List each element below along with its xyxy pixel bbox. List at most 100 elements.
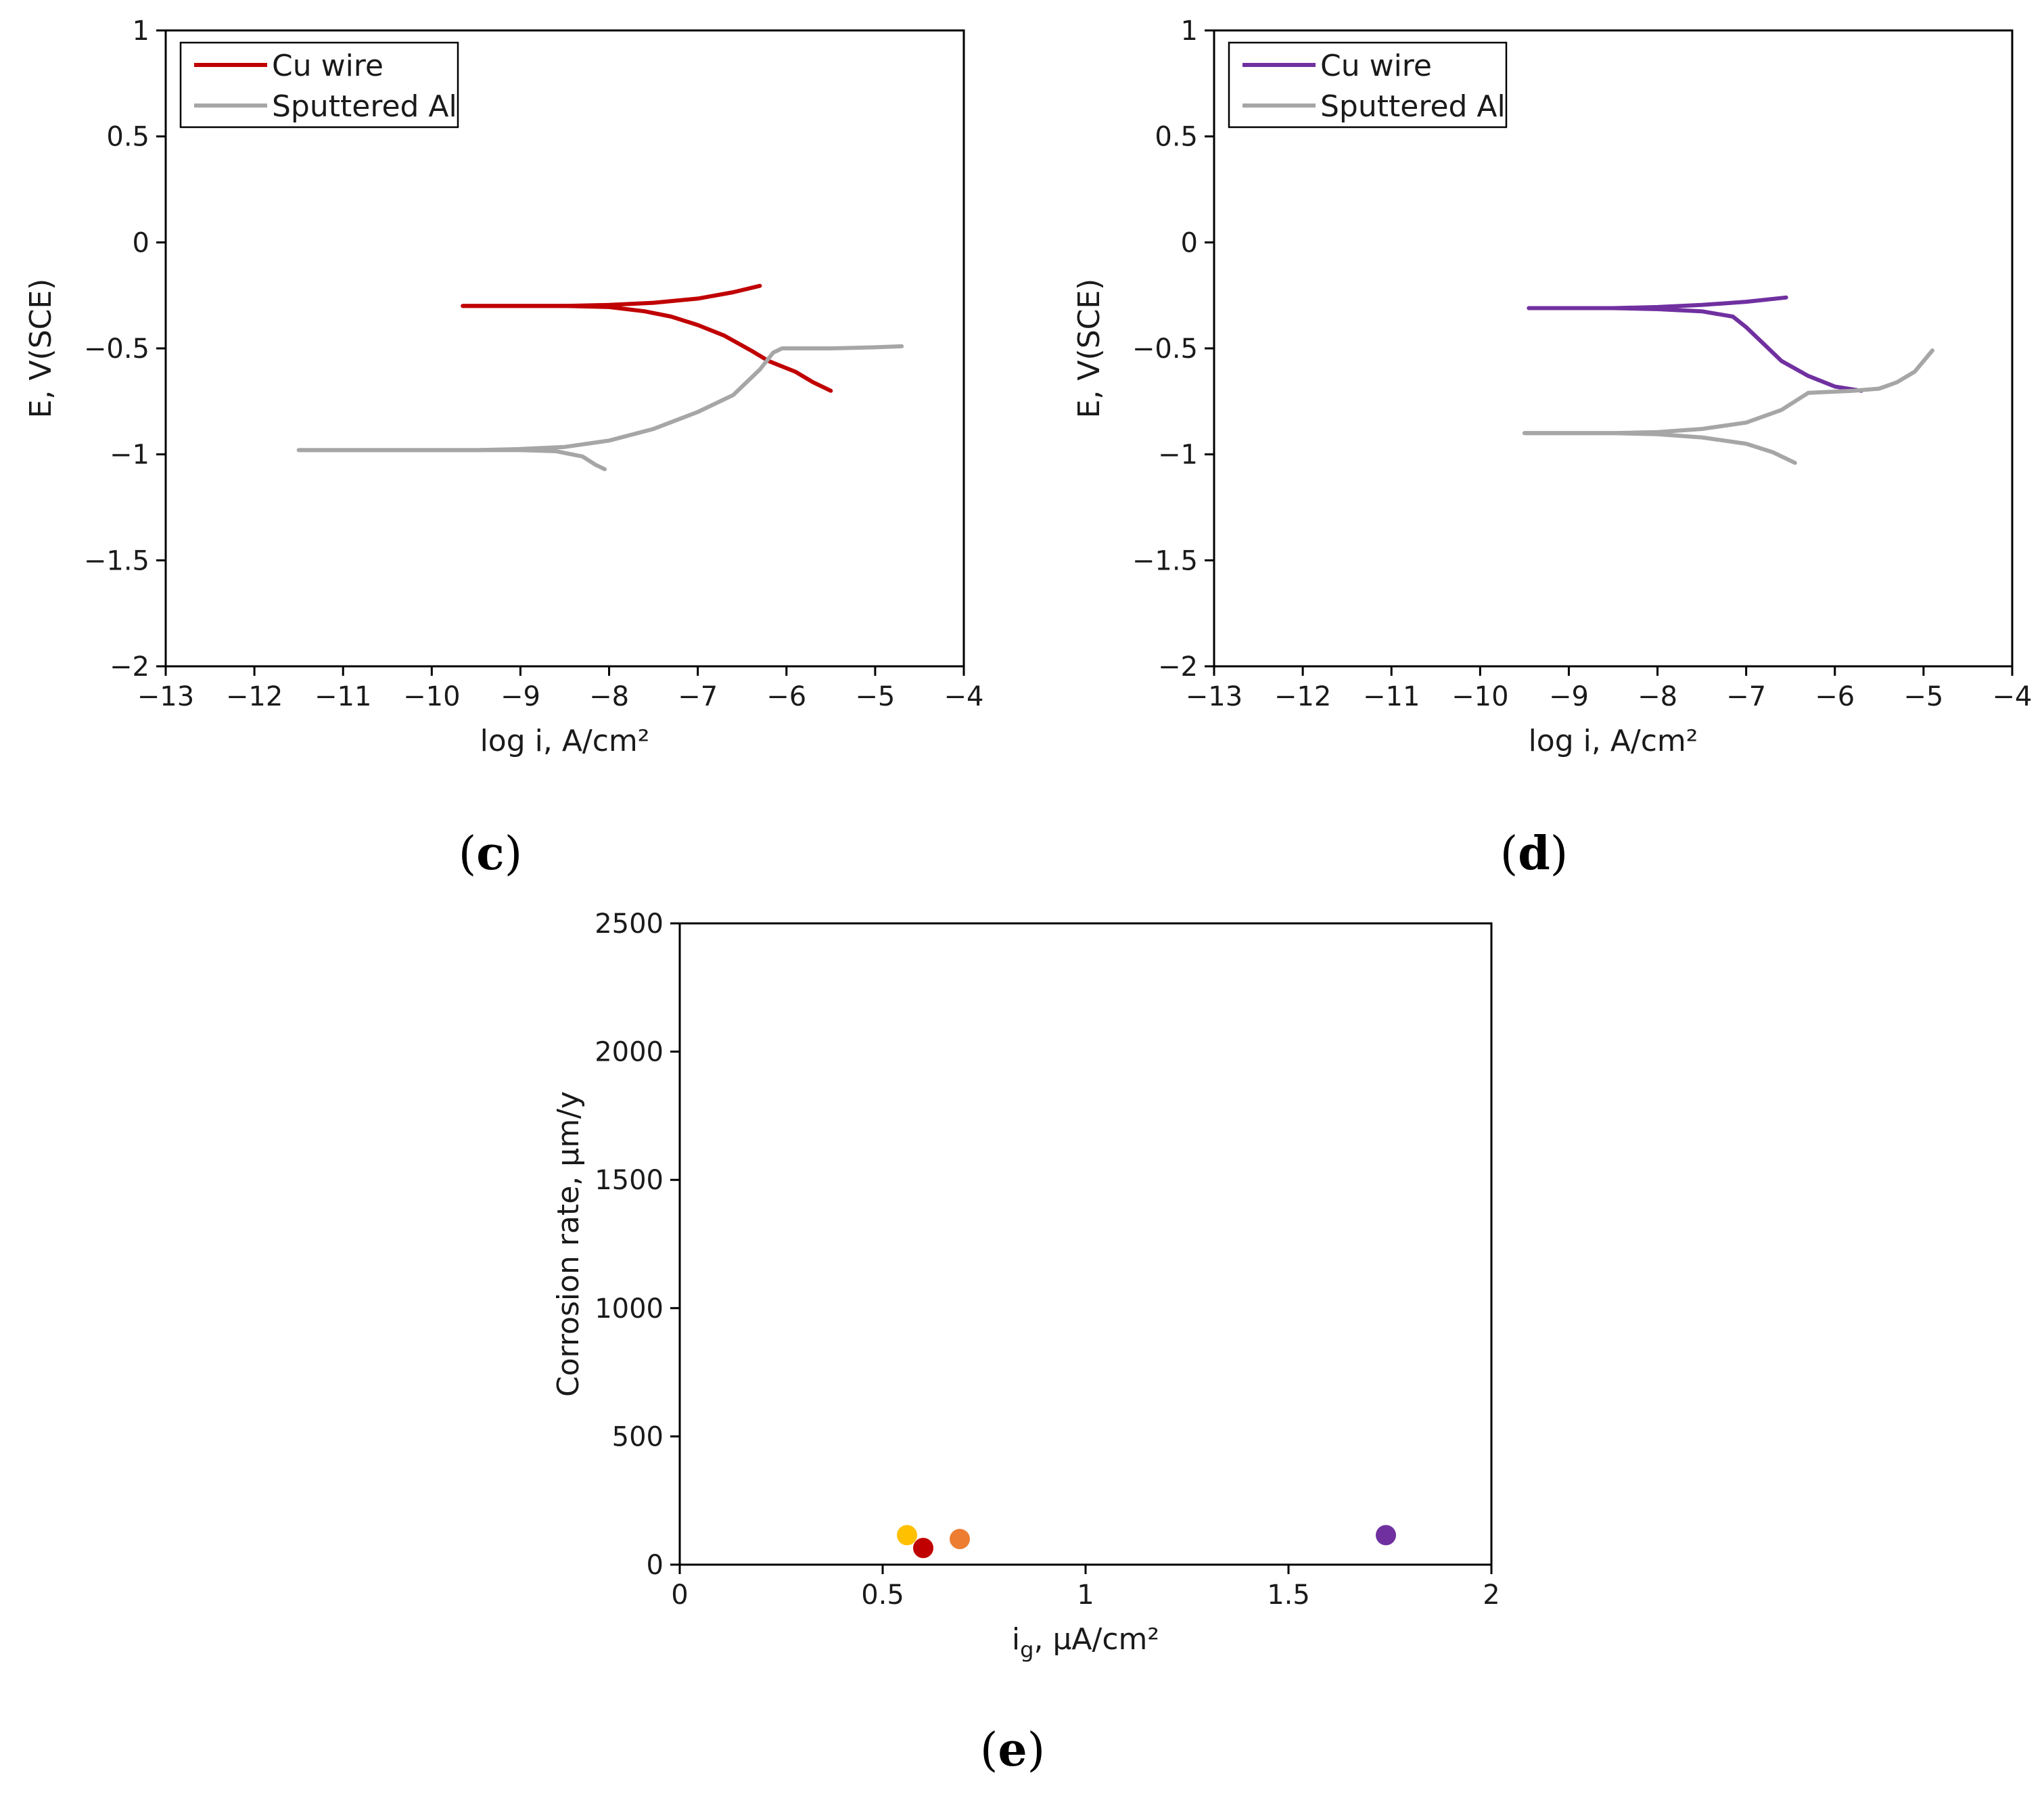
panel-e-y-tick-label: 2500: [595, 908, 664, 940]
panel-d-x-tick-label: −6: [1815, 681, 1855, 712]
panel-d-y-axis-label: E, V(SCE): [1072, 279, 1107, 419]
panel-e-y-axis-label: Corrosion rate, μm/y: [551, 1091, 586, 1397]
panel-d-x-tick-label: −7: [1726, 681, 1766, 712]
panel-c-legend: Cu wire Sputtered Al: [179, 41, 459, 129]
panel-e-x-tick-label: 0.5: [861, 1580, 904, 1611]
panel-d-y-tick-label: −0.5: [1132, 333, 1198, 365]
panel-c-y-tick-label: 1: [133, 16, 149, 47]
panel-c-series-sputtered-al-branch-0: [296, 344, 904, 453]
panel-c-x-tick-label: −7: [678, 681, 718, 712]
panel-c-y-axis-label: E, V(SCE): [24, 279, 58, 419]
panel-c-y-tick-label: −0.5: [84, 333, 149, 365]
panel-c-x-tick-label: −9: [501, 681, 540, 712]
panel-c-y-tick-label: −2: [110, 651, 149, 683]
panel-c-x-tick-label: −6: [766, 681, 806, 712]
panel-c-series-sputtered-al-branch-1: [296, 448, 607, 471]
panel-label-e-open: (: [980, 1724, 998, 1777]
panel-c-x-axis-label: log i, A/cm²: [480, 724, 650, 758]
panel-e-x-tick-label: 1.5: [1267, 1580, 1310, 1611]
panel-e-x-tick-label: 0: [671, 1580, 688, 1611]
panel-c-series-cu-wire-branch-0: [461, 283, 762, 308]
panel-label-c-letter: c: [476, 827, 504, 881]
panel-e-x-axis-label: ig, μA/cm²: [1012, 1622, 1159, 1663]
panel-label-e-close: ): [1027, 1724, 1046, 1777]
panel-d-y-tick-label: 0.5: [1155, 122, 1198, 153]
panel-c-ticks: [156, 29, 965, 676]
panel-d-legend: Cu wire Sputtered Al: [1228, 41, 1508, 129]
panel-d-chart: −13 −12 −11 −10 −9 −8 −7 −6 −5 −4 1 0.5 0 −0.5 −1 −1.5 −…: [1072, 16, 2032, 758]
panel-c-x-tick-label: −8: [589, 681, 629, 712]
panel-e-y-tick-label: 0: [647, 1550, 664, 1581]
panel-e-data-point: [1376, 1525, 1396, 1546]
panel-c-tick-labels: −13 −12 −11 −10 −9 −8 −7 −6 −5 −4 1 0.5 0 −0.5 −1 −1.5 −…: [84, 16, 984, 712]
panel-c-y-tick-label: −1: [110, 440, 149, 471]
panel-c-y-tick-label: −1.5: [84, 545, 149, 576]
panel-d-y-tick-label: −1.5: [1132, 545, 1198, 576]
panel-c-legend-label-cu-wire: Cu wire: [272, 49, 384, 83]
panel-d-y-tick-label: 1: [1181, 16, 1198, 47]
panel-c-plot-frame: [164, 29, 965, 668]
panel-d-x-tick-label: −4: [1993, 681, 2033, 712]
panel-e-points: [897, 1525, 1396, 1559]
panel-e-chart: 0 0.5 1 1.5 2 0 500 1000 1500 2000 2500 ig, μA/cm²…: [551, 908, 1500, 1663]
panel-d-legend-label-sputtered-al: Sputtered Al: [1320, 89, 1506, 124]
panel-d-x-axis-label: log i, A/cm²: [1529, 724, 1698, 758]
panel-d-series-cu-wire-branch-1: [1527, 306, 1864, 393]
panel-d-tick-labels: −13 −12 −11 −10 −9 −8 −7 −6 −5 −4 1 0.5 0 −0.5 −1 −1.5 −…: [1132, 16, 2033, 712]
panel-e-x-axis-label-main: i: [1012, 1622, 1020, 1657]
panel-d-y-tick-label: 0: [1181, 227, 1198, 258]
panel-label-d-open: (: [1500, 827, 1518, 881]
panel-e-y-tick-label: 500: [612, 1421, 664, 1452]
panel-c-x-tick-label: −5: [855, 681, 895, 712]
panel-label-d-letter: d: [1518, 827, 1550, 881]
panel-label-d-close: ): [1550, 827, 1569, 881]
panel-c-series: [296, 283, 904, 471]
panel-d-legend-label-cu-wire: Cu wire: [1320, 49, 1432, 83]
panel-e-x-tick-label: 1: [1077, 1580, 1094, 1611]
panel-e-x-axis-label-units: , μA/cm²: [1033, 1622, 1159, 1657]
panel-d-y-tick-label: −2: [1158, 651, 1198, 683]
panel-d-x-tick-label: −9: [1549, 681, 1589, 712]
panel-c-legend-box: [179, 41, 459, 129]
panel-e-x-tick-label: 2: [1483, 1580, 1500, 1611]
panel-d-x-tick-label: −12: [1274, 681, 1331, 712]
panel-e-x-axis-label-subscript: g: [1020, 1637, 1033, 1663]
panel-c-x-tick-label: −12: [226, 681, 283, 712]
panel-d-x-tick-label: −11: [1363, 681, 1420, 712]
panel-label-d: (d): [1500, 827, 1569, 881]
panel-label-e-letter: e: [998, 1723, 1027, 1777]
panel-d-y-tick-label: −1: [1158, 440, 1198, 471]
panel-e-plot-frame: [678, 922, 1493, 1566]
panel-e-y-tick-label: 1500: [595, 1165, 664, 1196]
panel-c-series-cu-wire-branch-1: [461, 304, 833, 393]
panel-c-legend-label-sputtered-al: Sputtered Al: [272, 89, 457, 124]
panel-c-chart: −13 −12 −11 −10 −9 −8 −7 −6 −5 −4 1 0.5 0 −0.5 −1 −1.5 −…: [24, 16, 983, 758]
panel-e-y-tick-label: 2000: [595, 1037, 664, 1068]
panel-label-c-close: ): [505, 827, 523, 881]
panel-d-series-sputtered-al-branch-1: [1522, 431, 1797, 465]
panel-e-data-point: [913, 1538, 933, 1559]
panel-e-y-tick-label: 1000: [595, 1293, 664, 1325]
panel-label-e: (e): [980, 1723, 1045, 1777]
panel-d-plot-frame: [1213, 29, 2014, 668]
panel-d-ticks: [1205, 29, 2014, 676]
panel-e-ticks: [670, 922, 1493, 1574]
panel-c-y-tick-label: 0.5: [106, 122, 149, 153]
panel-e-tick-labels: 0 0.5 1 1.5 2 0 500 1000 1500 2000 2500: [595, 908, 1500, 1611]
panel-d-x-tick-label: −8: [1637, 681, 1677, 712]
panel-e-data-point: [897, 1525, 917, 1546]
panel-c-x-tick-label: −10: [403, 681, 460, 712]
panel-d-legend-box: [1228, 41, 1508, 129]
panel-e-data-point: [950, 1529, 970, 1550]
panel-label-c-open: (: [459, 827, 477, 881]
panel-d-x-tick-label: −10: [1451, 681, 1508, 712]
panel-d-series: [1522, 295, 1934, 465]
panel-d-x-tick-label: −13: [1186, 681, 1242, 712]
panel-d-series-sputtered-al-branch-0: [1522, 348, 1934, 436]
panel-d-x-tick-label: −5: [1903, 681, 1943, 712]
panel-c-y-tick-label: 0: [133, 227, 149, 258]
panel-c-x-tick-label: −11: [315, 681, 371, 712]
panel-c-x-tick-label: −4: [944, 681, 984, 712]
panel-label-c: (c): [459, 827, 522, 881]
